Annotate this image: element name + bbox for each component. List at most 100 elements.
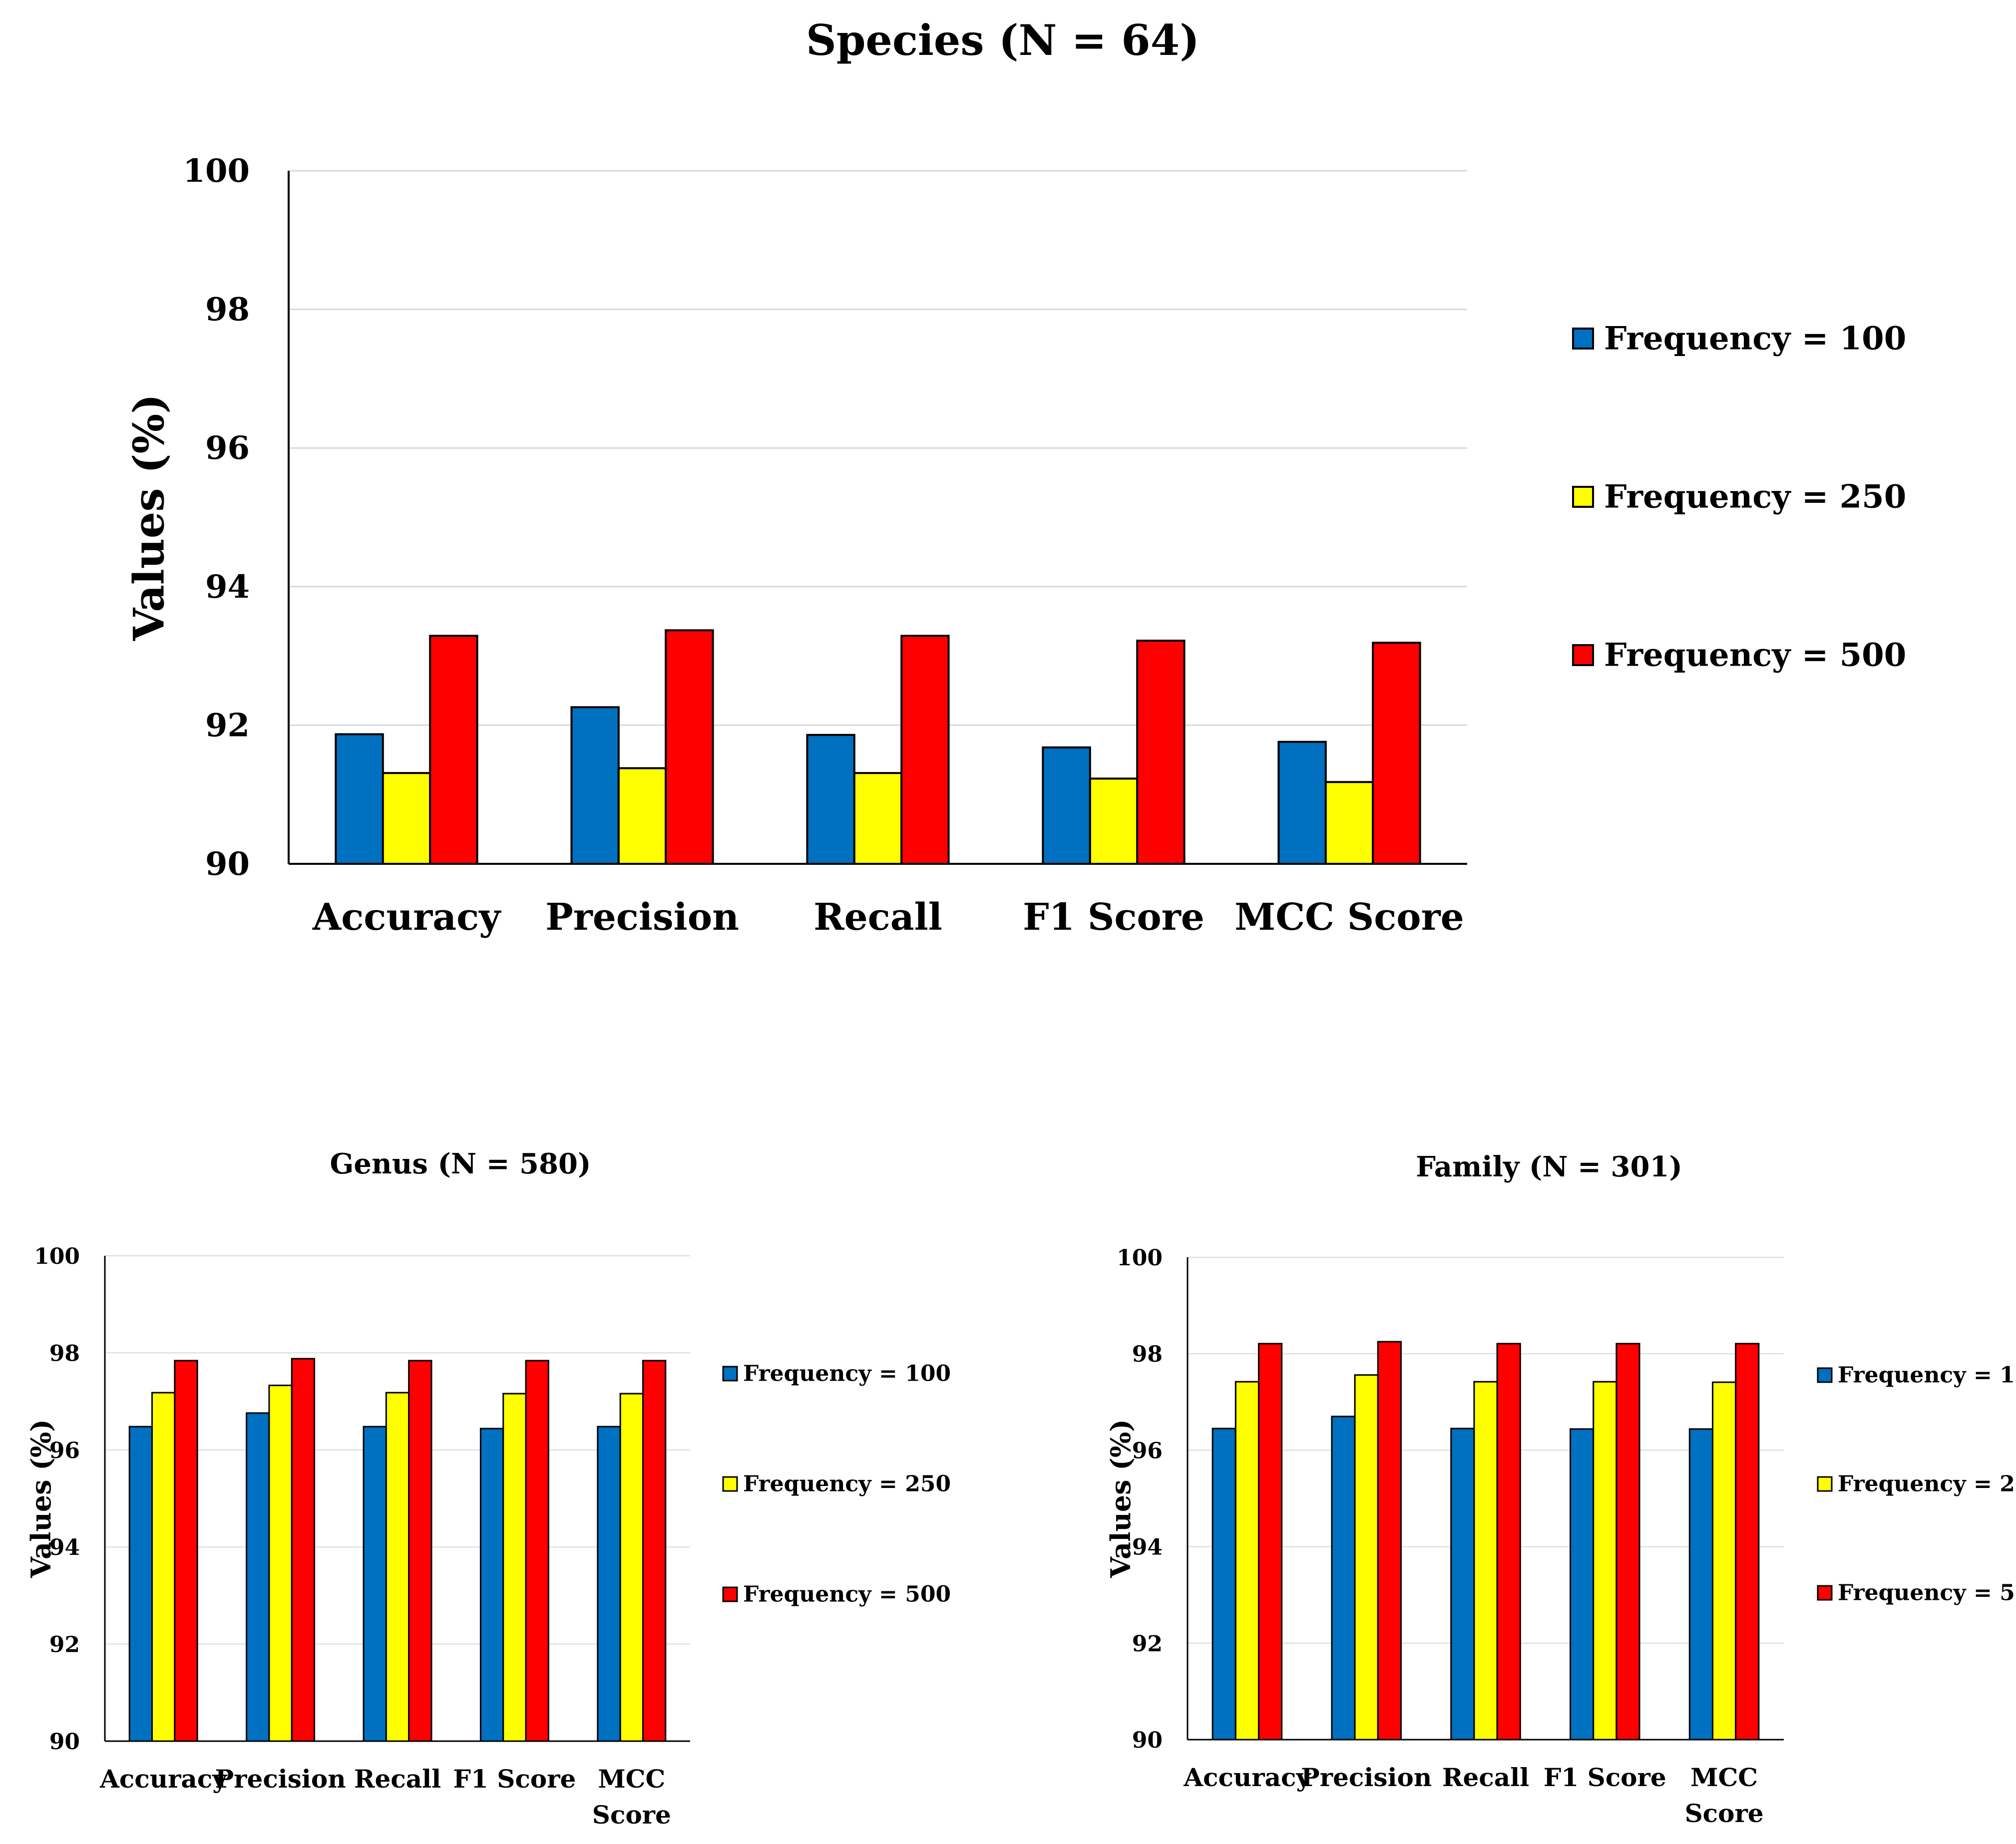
x-tick-label: F1 Score xyxy=(453,1764,576,1794)
x-tick-label: Accuracy xyxy=(99,1764,228,1794)
legend-label: Frequency = 250 xyxy=(1838,1472,2016,1497)
y-tick-label: 94 xyxy=(1132,1535,1163,1560)
bar-species-100-4 xyxy=(1277,740,1327,865)
legend-label: Frequency = 100 xyxy=(1604,320,1906,358)
legend-label: Frequency = 250 xyxy=(743,1472,951,1497)
x-tick-label: Precision xyxy=(545,896,739,939)
bar-family-100-0 xyxy=(1211,1428,1236,1741)
y-tick-label: 100 xyxy=(183,152,250,190)
y-tick-label: 98 xyxy=(1132,1342,1163,1367)
bar-species-500-2 xyxy=(900,635,950,865)
bar-species-500-3 xyxy=(1136,640,1186,865)
bar-family-250-1 xyxy=(1354,1374,1379,1741)
x-tick-label: Recall xyxy=(1442,1763,1529,1792)
legend-swatch xyxy=(722,1366,738,1382)
y-tick-label: 98 xyxy=(49,1341,80,1366)
legend-swatch xyxy=(722,1586,738,1602)
bar-family-250-2 xyxy=(1473,1381,1498,1741)
x-tick-label: F1 Score xyxy=(1544,1763,1666,1792)
legend-swatch xyxy=(722,1476,738,1492)
legend: Frequency = 100 Frequency = 250 Frequency … xyxy=(1817,1363,2016,1606)
y-tick-label: 94 xyxy=(205,568,250,606)
bar-genus-500-0 xyxy=(174,1360,198,1742)
bar-species-100-0 xyxy=(335,733,384,865)
chart-title: Genus (N = 580) xyxy=(330,1147,591,1180)
bar-species-500-4 xyxy=(1372,642,1421,865)
x-tick-label: Score xyxy=(592,1800,671,1830)
bar-family-100-4 xyxy=(1688,1428,1714,1741)
bar-genus-250-0 xyxy=(151,1392,176,1742)
y-axis-label: Values (%) xyxy=(25,1419,57,1578)
bar-genus-250-4 xyxy=(619,1393,644,1742)
legend-label: Frequency = 100 xyxy=(1838,1363,2016,1388)
x-tick-label: MCC xyxy=(598,1764,665,1794)
chart-family: Family (N = 301) 90 92 94 96 98 100 Values (%) A… xyxy=(1105,1150,2016,1828)
bar-species-250-0 xyxy=(382,772,431,865)
bar-genus-100-4 xyxy=(597,1426,621,1742)
x-tick-label: MCC xyxy=(1690,1763,1758,1792)
bar-genus-500-4 xyxy=(642,1360,667,1742)
bar-species-250-1 xyxy=(617,767,667,865)
bar-family-500-2 xyxy=(1496,1343,1521,1741)
bar-genus-500-1 xyxy=(291,1358,316,1742)
bar-genus-250-1 xyxy=(268,1385,293,1742)
chart-title: Family (N = 301) xyxy=(1416,1150,1682,1183)
legend-label: Frequency = 500 xyxy=(743,1582,951,1607)
x-tick-label: Accuracy xyxy=(1183,1763,1311,1792)
bar-family-100-1 xyxy=(1331,1416,1356,1741)
x-tick-label: Score xyxy=(1685,1799,1764,1828)
bar-species-500-1 xyxy=(665,629,714,865)
bar-species-250-2 xyxy=(853,772,903,865)
bar-species-100-3 xyxy=(1042,746,1091,865)
chart-genus: Genus (N = 580) 90 92 94 96 98 100 Values (%) Ac… xyxy=(25,1147,951,1830)
bar-genus-500-3 xyxy=(525,1360,549,1742)
bar-genus-100-1 xyxy=(246,1412,270,1742)
legend-label: Frequency = 100 xyxy=(743,1361,951,1387)
x-tick-label: MCC Score xyxy=(1234,896,1464,939)
bar-family-500-3 xyxy=(1615,1343,1640,1741)
bar-family-100-2 xyxy=(1450,1428,1475,1741)
bar-species-500-0 xyxy=(429,635,478,865)
x-tick-label: Precision xyxy=(1301,1763,1432,1792)
y-tick-label: 96 xyxy=(49,1438,80,1464)
bar-species-250-4 xyxy=(1324,781,1374,865)
chart-title: Species (N = 64) xyxy=(806,15,1200,65)
bar-family-500-1 xyxy=(1377,1341,1402,1741)
bar-family-500-4 xyxy=(1735,1343,1760,1741)
x-tick-label: Recall xyxy=(813,896,942,939)
legend-label: Frequency = 500 xyxy=(1604,637,1906,674)
y-tick-label: 90 xyxy=(205,845,250,883)
legend-swatch xyxy=(1572,644,1594,666)
x-tick-label: F1 Score xyxy=(1023,896,1205,939)
y-tick-label: 90 xyxy=(49,1729,80,1755)
bar-species-250-3 xyxy=(1089,777,1139,865)
legend: Frequency = 100 Frequency = 250 Frequency … xyxy=(1572,320,1906,674)
bar-genus-250-2 xyxy=(385,1392,410,1742)
y-tick-label: 98 xyxy=(205,291,250,329)
legend: Frequency = 100 Frequency = 250 Frequency … xyxy=(722,1361,951,1607)
bar-genus-100-2 xyxy=(363,1426,387,1742)
bar-genus-100-0 xyxy=(128,1426,153,1742)
y-axis-label: Values (%) xyxy=(124,394,174,641)
legend-label: Frequency = 500 xyxy=(1838,1580,2016,1606)
bar-species-100-2 xyxy=(806,734,855,865)
bar-genus-250-3 xyxy=(502,1393,527,1742)
x-tick-label: Precision xyxy=(215,1764,346,1794)
y-tick-label: 96 xyxy=(205,429,250,467)
bar-family-250-3 xyxy=(1593,1381,1617,1741)
legend-swatch xyxy=(1572,328,1594,350)
x-tick-label: Recall xyxy=(354,1764,441,1794)
y-tick-label: 90 xyxy=(1132,1728,1163,1753)
y-tick-label: 100 xyxy=(34,1244,80,1269)
x-tick-label: Accuracy xyxy=(312,896,501,939)
y-tick-label: 94 xyxy=(49,1535,80,1560)
y-tick-label: 92 xyxy=(49,1632,80,1658)
y-tick-label: 100 xyxy=(1117,1245,1163,1271)
bar-family-500-0 xyxy=(1257,1343,1283,1741)
legend-swatch xyxy=(1817,1585,1833,1601)
legend-label: Frequency = 250 xyxy=(1604,478,1906,516)
bar-family-100-3 xyxy=(1570,1428,1595,1741)
y-axis-label: Values (%) xyxy=(1105,1419,1137,1578)
bar-species-100-1 xyxy=(570,706,620,865)
